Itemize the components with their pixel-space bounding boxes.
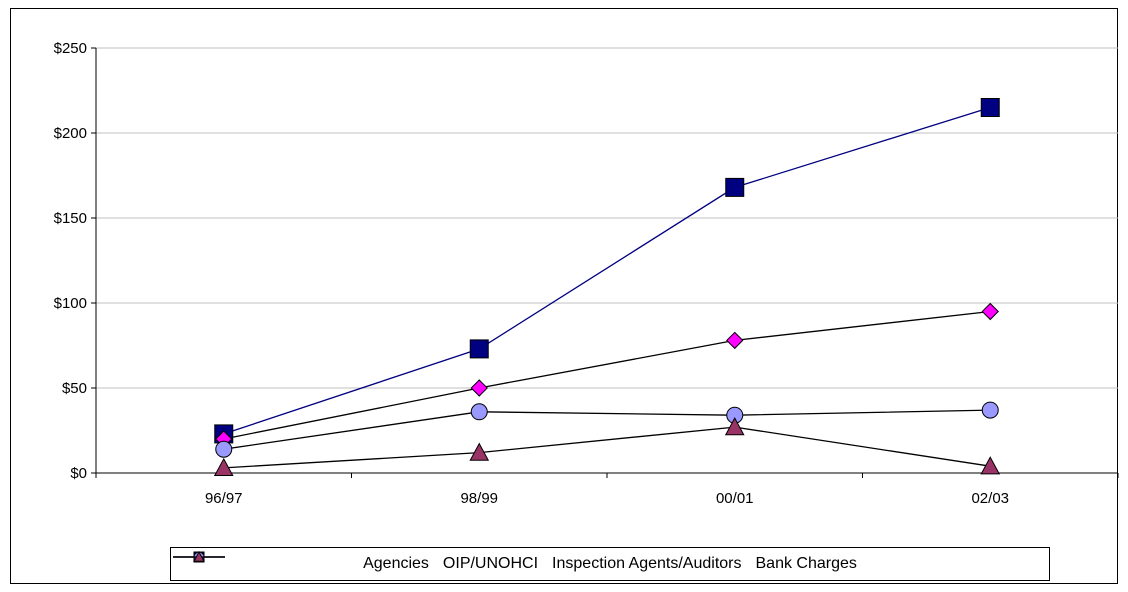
y-tick-label-3: $150 [54,210,87,227]
x-tick-label-2: 00/01 [716,490,754,507]
y-tick-label-5: $250 [54,40,87,57]
x-tick-label-3: 02/03 [971,490,1009,507]
series-line-3 [223,426,991,469]
series-line-2 [223,409,991,450]
point-3-3 [980,456,1001,475]
point-1-1 [470,379,488,397]
legend-label-agencies: Agencies [363,555,429,572]
legend-label-oip-unohci: OIP/UNOHCI [442,555,539,572]
point-1-2 [726,331,744,350]
point-3-0 [213,457,234,477]
point-3-2 [724,417,745,436]
point-2-0 [215,440,233,458]
point-2-1 [470,403,488,421]
series-line-1 [223,310,991,440]
legend-label-bank-charges: Bank Charges [755,555,857,572]
y-tick-label-1: $50 [62,380,87,397]
y-tick-label-2: $100 [54,295,87,312]
point-1-3 [981,302,999,321]
legend-swatch-bank-charges [173,550,225,562]
legend-label-inspection-agents: Inspection Agents/Auditors [552,555,742,572]
legend-item-agencies: Agencies [173,551,429,573]
legend-item-inspection-agents: Inspection Agents/Auditors [173,551,742,573]
y-tick-label-0: $0 [70,465,87,482]
legend: Agencies OIP/UNOHCI Inspection Agents/Au… [170,547,1050,581]
point-0-3 [980,98,1000,117]
x-tick-label-1: 98/99 [460,490,498,507]
point-3-1 [469,442,490,461]
y-tick-label-4: $200 [54,125,87,142]
legend-item-bank-charges: Bank Charges [173,550,857,573]
series-line-0 [223,106,991,435]
point-2-3 [981,401,999,419]
point-0-2 [725,177,745,197]
point-0-1 [469,339,489,359]
legend-marker-3 [193,550,205,562]
legend-item-oip-unohci: OIP/UNOHCI [173,551,539,573]
x-tick-label-0: 96/97 [205,490,243,507]
